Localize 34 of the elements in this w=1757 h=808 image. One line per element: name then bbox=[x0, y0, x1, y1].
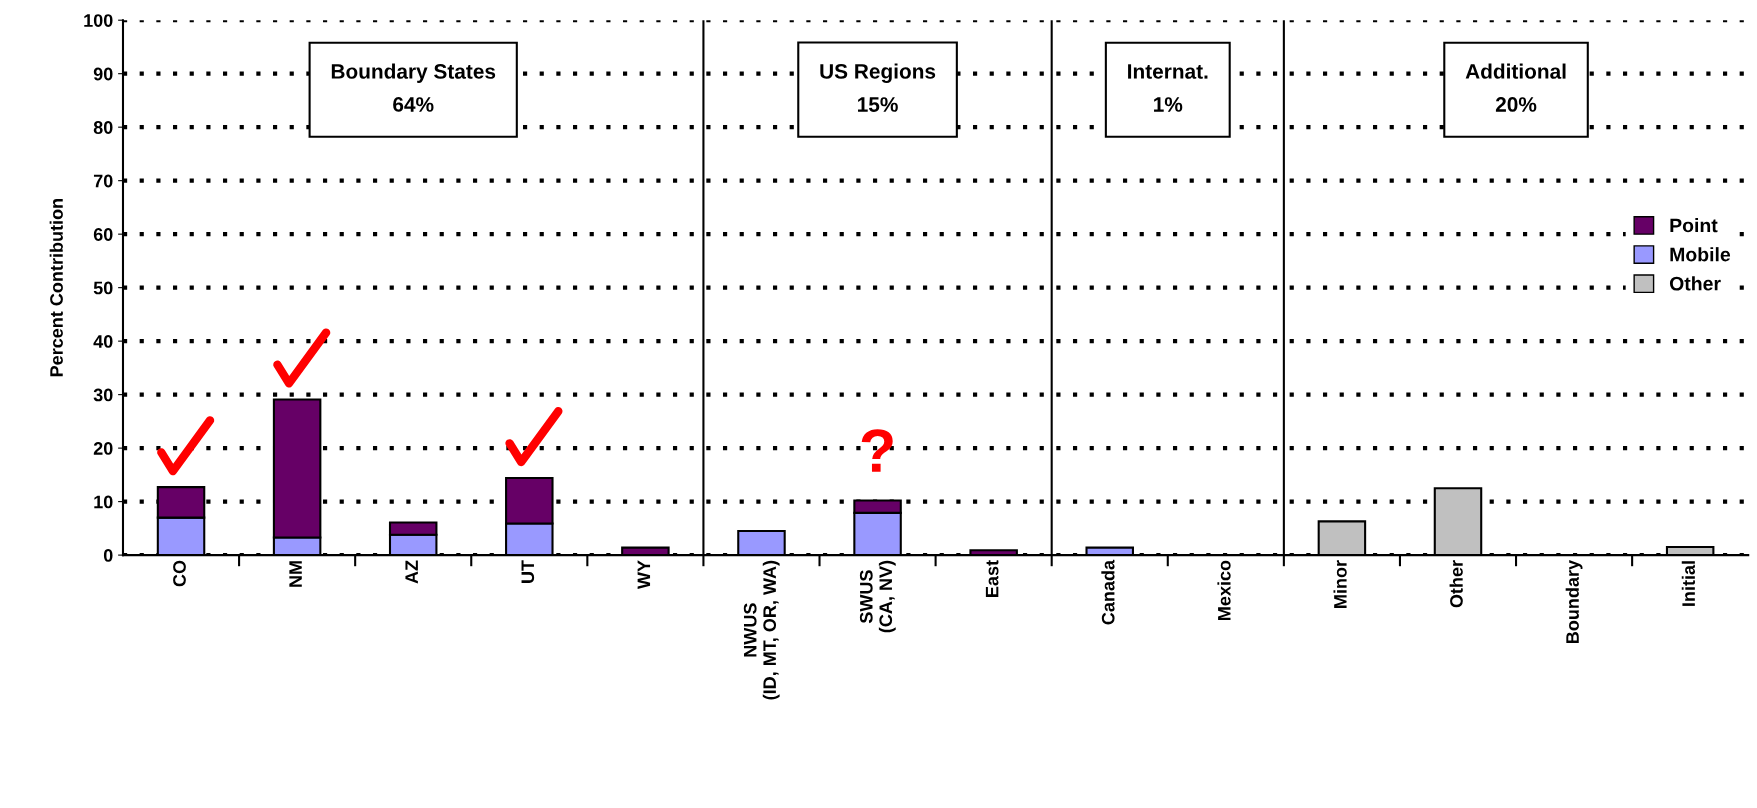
x-tick-label: East bbox=[985, 560, 999, 597]
y-tick-label: 30 bbox=[93, 388, 113, 402]
y-tick-label: 70 bbox=[93, 174, 113, 188]
y-tick-label: 0 bbox=[103, 549, 113, 562]
x-tick-label: AZ bbox=[405, 560, 418, 584]
annotation: Boundary States 64% bbox=[331, 63, 496, 112]
x-tick-label: CO bbox=[173, 560, 186, 587]
y-tick-label: 50 bbox=[93, 281, 113, 295]
x-tick-label: WY bbox=[637, 560, 651, 590]
legend-label: Point bbox=[1670, 218, 1718, 233]
y-tick-label: 100 bbox=[84, 14, 113, 27]
x-tick-label: Other bbox=[1449, 560, 1463, 608]
annotation: US Regions 15% bbox=[820, 63, 936, 112]
annotation: ? bbox=[861, 429, 893, 472]
x-tick-label: Initial bbox=[1681, 561, 1696, 606]
y-axis-title: Percent Contribution bbox=[49, 198, 63, 377]
annotation: Internat. 1% bbox=[1128, 64, 1208, 112]
x-tick-label: NWUS (ID, MT, OR, WA) bbox=[743, 560, 780, 700]
y-tick-label: 20 bbox=[93, 442, 113, 455]
y-tick-label: 90 bbox=[93, 67, 113, 81]
x-tick-label: Boundary bbox=[1565, 560, 1583, 644]
y-tick-label: 40 bbox=[93, 335, 113, 348]
y-tick-label: 80 bbox=[93, 121, 113, 134]
x-tick-label: UT bbox=[521, 560, 535, 583]
y-tick-label: 10 bbox=[94, 495, 113, 509]
x-tick-label: Mexico bbox=[1217, 560, 1231, 620]
annotation: Additional 20% bbox=[1465, 63, 1566, 112]
x-tick-label: NM bbox=[289, 561, 302, 587]
legend-label: Mobile bbox=[1670, 247, 1731, 262]
legend-label: Other bbox=[1669, 276, 1721, 291]
x-tick-label: SWUS (CA, NV) bbox=[859, 560, 896, 633]
x-tick-label: Canada bbox=[1101, 559, 1115, 625]
y-tick-label: 60 bbox=[93, 228, 113, 241]
x-tick-label: Minor bbox=[1333, 560, 1347, 608]
